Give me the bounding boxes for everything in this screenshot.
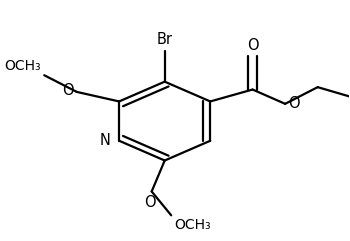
Text: O: O	[247, 38, 258, 53]
Text: O: O	[62, 83, 74, 98]
Text: N: N	[100, 133, 111, 148]
Text: OCH₃: OCH₃	[4, 59, 41, 73]
Text: Br: Br	[157, 32, 173, 47]
Text: O: O	[144, 195, 156, 210]
Text: OCH₃: OCH₃	[174, 218, 211, 232]
Text: O: O	[288, 96, 300, 111]
